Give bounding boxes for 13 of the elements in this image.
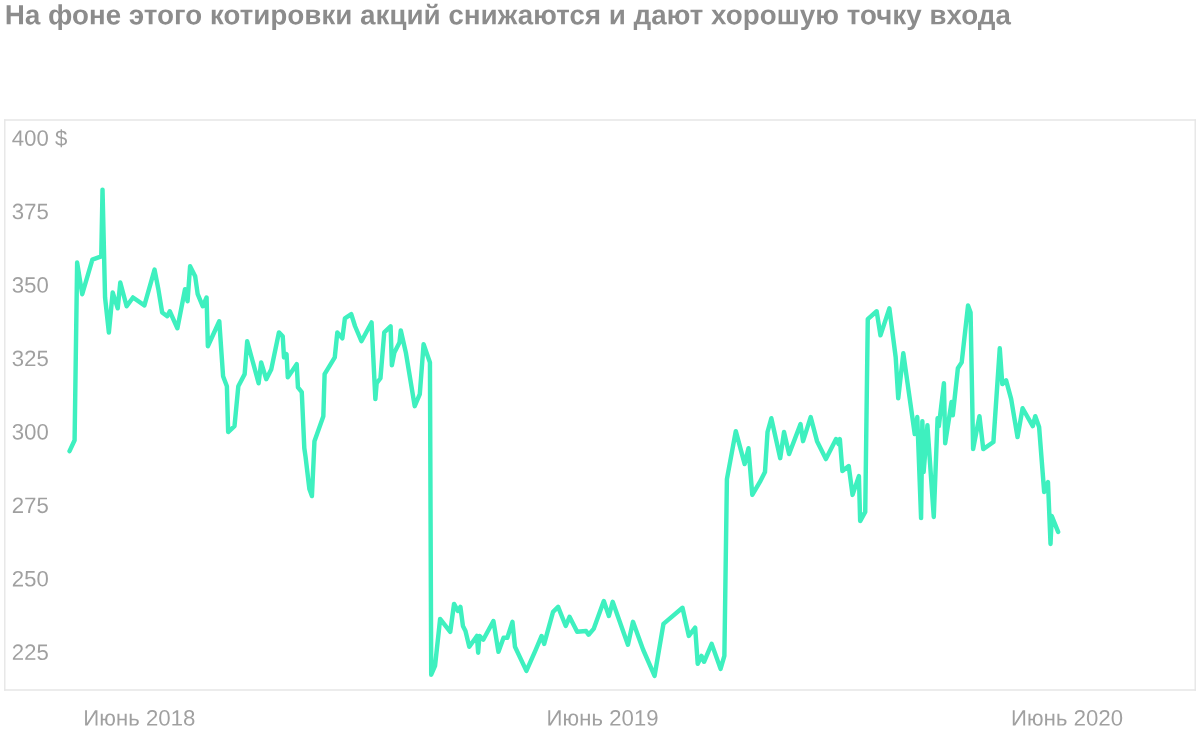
x-tick-label: Июнь 2019 [548,710,658,726]
line-series [67,187,1061,679]
y-tick-label: 350 [12,277,48,293]
chart-title: На фоне этого котировки акций снижаются и дают хорошую точку входа [6,3,1012,31]
y-tick-label: 375 [12,203,48,220]
y-tick-label: 300 [12,423,48,440]
x-tick-label: Июнь 2018 [85,710,195,726]
y-tick-label: 250 [12,570,48,587]
x-tick-label: Июнь 2020 [1012,710,1123,726]
y-tick-label: 325 [12,350,48,367]
y-tick-label: 400 $ [12,129,67,148]
y-tick-label: 225 [12,644,48,661]
y-tick-label: 275 [12,497,48,514]
